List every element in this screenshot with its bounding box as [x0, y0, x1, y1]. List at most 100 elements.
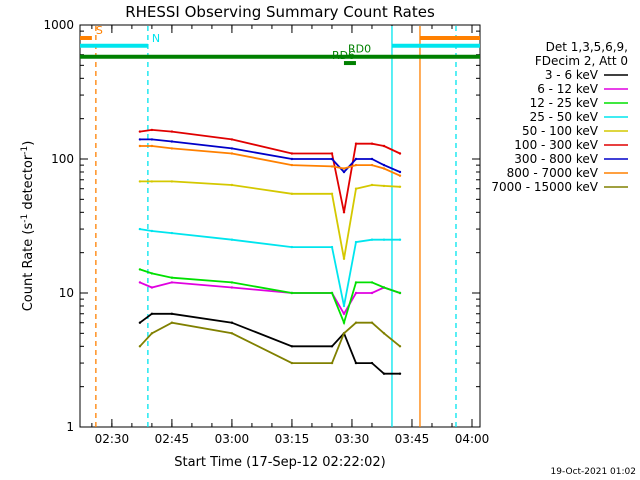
- x-tick-label: 03:00: [215, 432, 250, 446]
- series-point: [342, 167, 346, 170]
- series-point: [150, 180, 154, 183]
- series-point: [354, 321, 358, 324]
- x-tick-label: 03:15: [275, 432, 310, 446]
- series-point: [138, 138, 142, 141]
- legend-label: 7000 - 15000 keV: [491, 180, 598, 194]
- series-point: [138, 345, 142, 348]
- legend-label: 100 - 300 keV: [514, 138, 598, 152]
- series-point: [290, 245, 294, 249]
- series-point: [330, 192, 334, 195]
- series-point: [330, 165, 334, 168]
- series-point: [170, 276, 174, 279]
- series-line: [139, 281, 401, 316]
- annotation-label: N: [152, 32, 160, 45]
- series-point: [230, 332, 234, 335]
- series-point: [354, 157, 358, 161]
- legend-header-line-1: Det 1,3,5,6,9,: [546, 40, 628, 54]
- series-point: [290, 345, 294, 348]
- chart-title: RHESSI Observing Summary Count Rates: [125, 3, 435, 21]
- legend-label: 12 - 25 keV: [530, 96, 599, 110]
- series-point: [382, 163, 386, 167]
- x-tick-label: 03:30: [335, 432, 370, 446]
- y-label-sup-2: -1: [20, 146, 30, 155]
- x-tick-label: 03:45: [395, 432, 430, 446]
- series-point: [330, 361, 334, 365]
- footer-date: 19-Oct-2021 01:02: [551, 467, 636, 477]
- x-tick-label: 04:00: [455, 432, 490, 446]
- series-point: [330, 291, 334, 295]
- series-point: [170, 231, 174, 235]
- y-tick-label: 1: [66, 420, 74, 434]
- series-point: [370, 281, 374, 284]
- series-point: [398, 170, 402, 174]
- series-point: [354, 240, 358, 244]
- series-point: [370, 142, 374, 145]
- series-point: [354, 187, 358, 190]
- series-point: [330, 152, 334, 155]
- series-point: [382, 238, 386, 241]
- series-point: [230, 321, 234, 324]
- series-point: [138, 144, 142, 148]
- plot-frame: [79, 24, 481, 428]
- series-point: [230, 183, 234, 187]
- legend-header-line-2: FDecim 2, Att 0: [535, 54, 628, 68]
- series-point: [398, 152, 402, 155]
- series-point: [170, 130, 174, 133]
- series-point: [342, 304, 346, 308]
- x-axis: 02:30 02:45 03:00 03:15 03:30 03:45 04:00: [91, 25, 490, 446]
- series-point: [138, 227, 142, 231]
- series-point: [150, 286, 154, 289]
- series-point: [150, 144, 154, 148]
- series-point: [290, 163, 294, 167]
- series-point: [342, 312, 346, 315]
- series-point: [382, 372, 386, 375]
- series-point: [138, 281, 142, 284]
- series-point: [354, 291, 358, 295]
- series-point: [398, 174, 402, 177]
- series-point: [230, 138, 234, 141]
- series-point: [170, 147, 174, 150]
- legend-label: 800 - 7000 keV: [507, 166, 599, 180]
- series-point: [354, 361, 358, 365]
- legend: Det 1,3,5,6,9, FDecim 2, Att 0 3 - 6 keV…: [491, 40, 628, 194]
- series-point: [230, 147, 234, 150]
- y-label-part-2: detector: [21, 154, 36, 214]
- series-point: [138, 268, 142, 271]
- series-point: [354, 281, 358, 284]
- series-point: [398, 372, 402, 375]
- series-line: [139, 321, 401, 365]
- y-label-part-3: ): [21, 141, 36, 146]
- series-point: [150, 272, 154, 275]
- series-point: [398, 238, 402, 241]
- series-point: [170, 281, 174, 284]
- series-point: [150, 312, 154, 315]
- x-tick-label: 02:30: [95, 432, 130, 446]
- series-point: [150, 332, 154, 335]
- annotation-label: S: [96, 24, 103, 37]
- series-line: [139, 145, 401, 177]
- series-point: [342, 211, 346, 214]
- vertical-markers: [95, 26, 457, 427]
- series-point: [342, 332, 346, 335]
- series-point: [342, 170, 346, 174]
- series-point: [150, 229, 154, 233]
- series-point: [290, 361, 294, 365]
- series-point: [370, 183, 374, 187]
- y-tick-label: 100: [51, 152, 74, 166]
- series-point: [138, 321, 142, 324]
- x-tick-label: 02:45: [155, 432, 190, 446]
- series-point: [382, 332, 386, 335]
- series-point: [382, 184, 386, 188]
- series-point: [290, 157, 294, 161]
- series-point: [370, 163, 374, 167]
- annotation-label: RD6: [332, 49, 355, 62]
- series-point: [150, 138, 154, 141]
- series-point: [230, 238, 234, 241]
- series-point: [354, 142, 358, 145]
- series-point: [290, 152, 294, 155]
- series-point: [398, 345, 402, 348]
- y-axis-label: Count Rate (s-1 detector-1): [20, 141, 36, 312]
- series-point: [398, 185, 402, 188]
- legend-label: 3 - 6 keV: [545, 68, 599, 82]
- x-axis-label: Start Time (17-Sep-12 02:22:02): [174, 455, 385, 470]
